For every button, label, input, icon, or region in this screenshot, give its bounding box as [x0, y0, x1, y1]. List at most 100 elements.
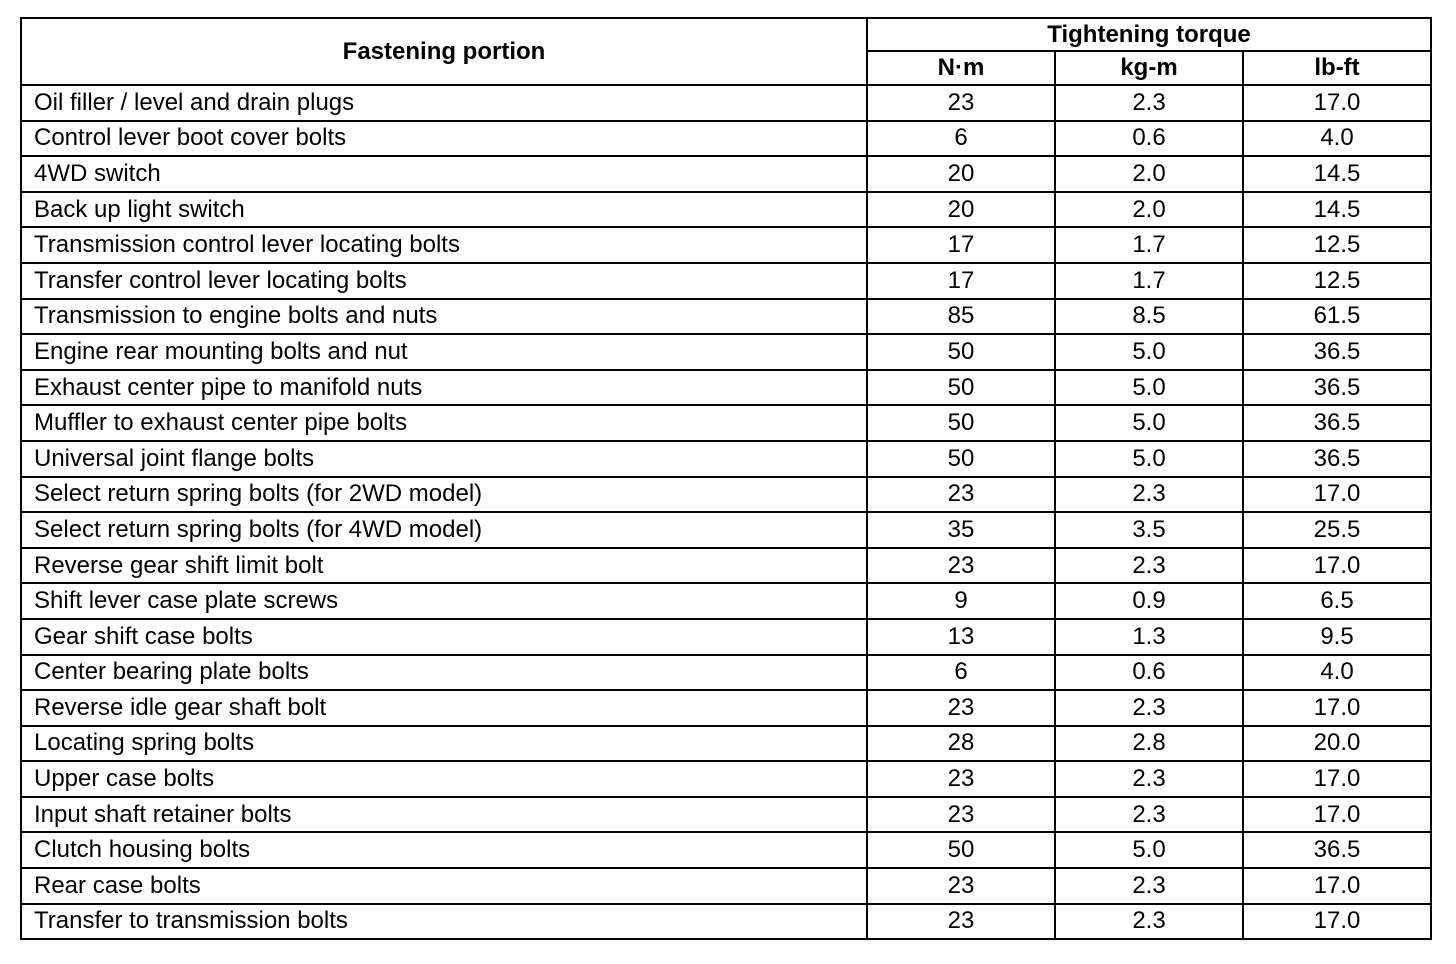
table-row: Transmission to engine bolts and nuts 85 8… [20, 297, 1433, 336]
kgm-cell: 5.0 [1054, 368, 1244, 407]
table-row: Engine rear mounting bolts and nut 50 5.0 3… [20, 333, 1433, 371]
kgm-cell: 2.3 [1054, 475, 1244, 514]
nm-cell: 6 [866, 653, 1056, 692]
lbft-cell: 17.0 [1241, 867, 1433, 905]
fastening-portion-cell: Muffler to exhaust center pipe bolts [20, 404, 868, 442]
nm-cell: 20 [866, 190, 1056, 229]
table-row: Transmission control lever locating bolt… [20, 226, 1433, 264]
nm-cell: 50 [866, 333, 1056, 371]
table-row: Rear case bolts 23 2.3 17.0 [20, 867, 1433, 905]
nm-cell: 50 [866, 404, 1056, 442]
nm-cell: 17 [866, 226, 1056, 264]
kgm-cell: 2.0 [1054, 155, 1244, 193]
table-row: Back up light switch 20 2.0 14.5 [20, 190, 1433, 229]
kgm-cell: 1.7 [1054, 226, 1244, 264]
fastening-portion-cell: Select return spring bolts (for 4WD mode… [20, 511, 868, 549]
fastening-portion-cell: Back up light switch [20, 190, 868, 229]
kgm-cell: 0.6 [1054, 119, 1244, 158]
nm-cell: 23 [866, 902, 1056, 941]
kgm-cell: 3.5 [1054, 511, 1244, 549]
nm-cell: 23 [866, 795, 1056, 834]
nm-cell: 23 [866, 867, 1056, 905]
fastening-portion-cell: Reverse gear shift limit bolt [20, 546, 868, 585]
fastening-portion-cell: Input shaft retainer bolts [20, 795, 868, 834]
lbft-cell: 17.0 [1241, 475, 1433, 514]
fastening-portion-cell: Transfer control lever locating bolts [20, 261, 868, 300]
lbft-cell: 36.5 [1241, 404, 1433, 442]
fastening-portion-cell: Reverse idle gear shaft bolt [20, 689, 868, 727]
lbft-cell: 4.0 [1241, 653, 1433, 692]
nm-cell: 6 [866, 119, 1056, 158]
lbft-cell: 17.0 [1241, 84, 1433, 122]
lbft-cell: 6.5 [1241, 582, 1433, 620]
table-row: Muffler to exhaust center pipe bolts 50 5.… [20, 404, 1433, 442]
table-row: Oil filler / level and drain plugs 23 2.3 1… [20, 84, 1433, 122]
nm-cell: 23 [866, 84, 1056, 122]
fastening-portion-cell: Upper case bolts [20, 760, 868, 798]
lbft-cell: 61.5 [1241, 297, 1433, 336]
nm-cell: 28 [866, 724, 1056, 763]
lbft-cell: 9.5 [1241, 617, 1433, 656]
kgm-cell: 5.0 [1054, 404, 1244, 442]
kgm-cell: 0.9 [1054, 582, 1244, 620]
fastening-portion-cell: Universal joint flange bolts [20, 439, 868, 478]
lbft-cell: 17.0 [1241, 902, 1433, 941]
table-row: 4WD switch 20 2.0 14.5 [20, 155, 1433, 193]
header-fastening-portion: Fastening portion [20, 17, 868, 86]
kgm-cell: 2.3 [1054, 902, 1244, 941]
kgm-cell: 2.3 [1054, 546, 1244, 585]
table-row: Gear shift case bolts 13 1.3 9.5 [20, 617, 1433, 656]
table-row: Transfer to transmission bolts 23 2.3 17.0 [20, 902, 1433, 941]
fastening-portion-cell: Transmission to engine bolts and nuts [20, 297, 868, 336]
nm-cell: 50 [866, 439, 1056, 478]
lbft-cell: 25.5 [1241, 511, 1433, 549]
lbft-cell: 14.5 [1241, 155, 1433, 193]
nm-cell: 23 [866, 760, 1056, 798]
lbft-cell: 17.0 [1241, 689, 1433, 727]
nm-cell: 23 [866, 689, 1056, 727]
lbft-cell: 20.0 [1241, 724, 1433, 763]
table-row: Reverse gear shift limit bolt 23 2.3 17.0 [20, 546, 1433, 585]
fastening-portion-cell: Control lever boot cover bolts [20, 119, 868, 158]
kgm-cell: 5.0 [1054, 439, 1244, 478]
table-row: Clutch housing bolts 50 5.0 36.5 [20, 831, 1433, 870]
kgm-cell: 2.0 [1054, 190, 1244, 229]
nm-cell: 9 [866, 582, 1056, 620]
nm-cell: 23 [866, 475, 1056, 514]
nm-cell: 50 [866, 368, 1056, 407]
lbft-cell: 36.5 [1241, 439, 1433, 478]
fastening-portion-cell: Engine rear mounting bolts and nut [20, 333, 868, 371]
table-row: Universal joint flange bolts 50 5.0 36.5 [20, 439, 1433, 478]
fastening-portion-cell: Shift lever case plate screws [20, 582, 868, 620]
table-row: Shift lever case plate screws 9 0.9 6.5 [20, 582, 1433, 620]
fastening-portion-cell: Center bearing plate bolts [20, 653, 868, 692]
fastening-portion-cell: Transfer to transmission bolts [20, 902, 868, 941]
lbft-cell: 17.0 [1241, 760, 1433, 798]
nm-cell: 13 [866, 617, 1056, 656]
fastening-portion-cell: Select return spring bolts (for 2WD mode… [20, 475, 868, 514]
table-row: Input shaft retainer bolts 23 2.3 17.0 [20, 795, 1433, 834]
lbft-cell: 14.5 [1241, 190, 1433, 229]
fastening-portion-cell: Oil filler / level and drain plugs [20, 84, 868, 122]
nm-cell: 17 [866, 261, 1056, 300]
kgm-cell: 8.5 [1054, 297, 1244, 336]
fastening-portion-cell: Transmission control lever locating bolt… [20, 226, 868, 264]
kgm-cell: 2.3 [1054, 867, 1244, 905]
fastening-portion-cell: Clutch housing bolts [20, 831, 868, 870]
fastening-portion-cell: Gear shift case bolts [20, 617, 868, 656]
fastening-portion-cell: 4WD switch [20, 155, 868, 193]
table-row: Control lever boot cover bolts 6 0.6 4.0 [20, 119, 1433, 158]
table-row: Transfer control lever locating bolts 17 1… [20, 261, 1433, 300]
lbft-cell: 17.0 [1241, 546, 1433, 585]
nm-cell: 85 [866, 297, 1056, 336]
torque-table: Fastening portion Tightening torque N·m … [20, 17, 1433, 941]
nm-cell: 23 [866, 546, 1056, 585]
kgm-cell: 2.3 [1054, 795, 1244, 834]
header-unit-lbft: lb-ft [1241, 50, 1433, 86]
kgm-cell: 2.3 [1054, 689, 1244, 727]
fastening-portion-cell: Locating spring bolts [20, 724, 868, 763]
table-row: Select return spring bolts (for 2WD mode… [20, 475, 1433, 514]
kgm-cell: 0.6 [1054, 653, 1244, 692]
table-row: Upper case bolts 23 2.3 17.0 [20, 760, 1433, 798]
fastening-portion-cell: Rear case bolts [20, 867, 868, 905]
